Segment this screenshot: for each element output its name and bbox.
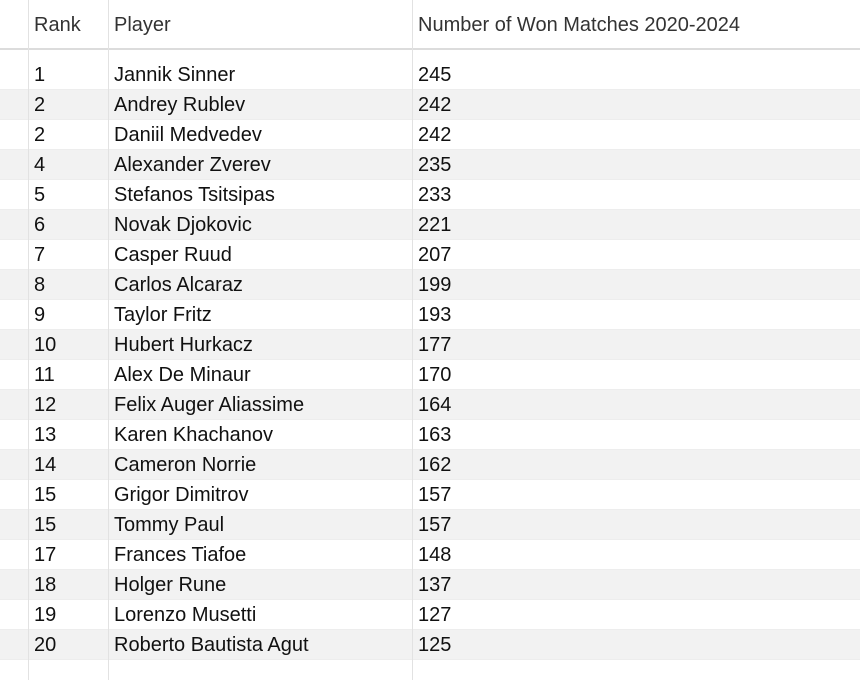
table-row[interactable]: 7 Casper Ruud 207 (0, 240, 860, 270)
table-header: Rank Player Number of Won Matches 2020-2… (0, 0, 860, 50)
rank-cell[interactable]: 4 (34, 154, 46, 176)
column-header-player[interactable]: Player (114, 14, 171, 36)
table-row[interactable]: 19 Lorenzo Musetti 127 (0, 600, 860, 630)
player-cell[interactable]: Karen Khachanov (114, 424, 274, 446)
rank-cell[interactable]: 6 (34, 214, 46, 236)
player-cell[interactable]: Holger Rune (114, 574, 227, 596)
table-row[interactable]: 15 Tommy Paul 157 (0, 510, 860, 540)
rank-cell[interactable]: 17 (34, 544, 57, 566)
player-cell[interactable]: Felix Auger Aliassime (114, 394, 305, 416)
won-matches-cell[interactable]: 162 (418, 454, 452, 476)
rank-cell[interactable]: 18 (34, 574, 57, 596)
won-matches-cell[interactable]: 235 (418, 154, 452, 176)
rank-cell[interactable]: 10 (34, 334, 57, 356)
rank-cell[interactable]: 9 (34, 304, 46, 326)
table-row[interactable]: 12 Felix Auger Aliassime 164 (0, 390, 860, 420)
won-matches-cell[interactable]: 127 (418, 604, 452, 626)
won-matches-cell[interactable]: 148 (418, 544, 452, 566)
table-row[interactable]: 17 Frances Tiafoe 148 (0, 540, 860, 570)
player-cell[interactable]: Frances Tiafoe (114, 544, 247, 566)
column-header-won-matches[interactable]: Number of Won Matches 2020-2024 (418, 14, 741, 36)
rank-cell[interactable]: 12 (34, 394, 57, 416)
table-row[interactable]: 20 Roberto Bautista Agut 125 (0, 630, 860, 660)
won-matches-cell[interactable]: 157 (418, 514, 452, 536)
won-matches-cell[interactable]: 221 (418, 214, 452, 236)
table-row[interactable]: 18 Holger Rune 137 (0, 570, 860, 600)
rank-cell[interactable]: 11 (34, 364, 55, 386)
table-row[interactable]: 9 Taylor Fritz 193 (0, 300, 860, 330)
won-matches-cell[interactable]: 207 (418, 244, 452, 266)
player-cell[interactable]: Tommy Paul (114, 514, 225, 536)
won-matches-cell[interactable]: 233 (418, 184, 452, 206)
player-cell[interactable]: Roberto Bautista Agut (114, 634, 309, 656)
empty-row[interactable] (0, 660, 860, 680)
player-cell[interactable]: Casper Ruud (114, 244, 232, 266)
won-matches-cell[interactable]: 125 (418, 634, 452, 656)
table-row[interactable]: 10 Hubert Hurkacz 177 (0, 330, 860, 360)
rank-cell[interactable]: 5 (34, 184, 46, 206)
table-row[interactable]: 1 Jannik Sinner 245 (0, 60, 860, 90)
won-matches-cell[interactable]: 242 (418, 94, 452, 116)
table-row[interactable]: 11 Alex De Minaur 170 (0, 360, 860, 390)
rank-cell[interactable]: 20 (34, 634, 57, 656)
won-matches-cell[interactable]: 177 (418, 334, 452, 356)
won-matches-cell[interactable]: 163 (418, 424, 452, 446)
column-header-rank[interactable]: Rank (34, 14, 81, 36)
rank-cell[interactable]: 1 (34, 64, 46, 86)
table-row[interactable]: 8 Carlos Alcaraz 199 (0, 270, 860, 300)
won-matches-cell[interactable]: 164 (418, 394, 452, 416)
player-cell[interactable]: Lorenzo Musetti (114, 604, 257, 626)
player-cell[interactable]: Daniil Medvedev (114, 124, 262, 146)
won-matches-cell[interactable]: 193 (418, 304, 452, 326)
rank-cell[interactable]: 15 (34, 514, 57, 536)
rank-cell[interactable]: 19 (34, 604, 57, 626)
table-row[interactable]: 4 Alexander Zverev 235 (0, 150, 860, 180)
table-row[interactable]: 2 Andrey Rublev 242 (0, 90, 860, 120)
table-row[interactable]: 15 Grigor Dimitrov 157 (0, 480, 860, 510)
rank-cell[interactable]: 7 (34, 244, 46, 266)
won-matches-cell[interactable]: 170 (418, 364, 452, 386)
table-row[interactable]: 5 Stefanos Tsitsipas 233 (0, 180, 860, 210)
table-row[interactable]: 6 Novak Djokovic 221 (0, 210, 860, 240)
won-matches-cell[interactable]: 157 (418, 484, 452, 506)
table-row[interactable]: 13 Karen Khachanov 163 (0, 420, 860, 450)
won-matches-cell[interactable]: 242 (418, 124, 452, 146)
rank-cell[interactable]: 13 (34, 424, 57, 446)
player-cell[interactable]: Stefanos Tsitsipas (114, 184, 275, 206)
table-row[interactable]: 14 Cameron Norrie 162 (0, 450, 860, 480)
table-row[interactable]: 2 Daniil Medvedev 242 (0, 120, 860, 150)
player-cell[interactable]: Alex De Minaur (114, 364, 251, 386)
won-matches-cell[interactable]: 245 (418, 64, 452, 86)
player-cell[interactable]: Taylor Fritz (114, 304, 212, 326)
rank-cell[interactable]: 8 (34, 274, 46, 296)
rank-cell[interactable]: 15 (34, 484, 57, 506)
rank-cell[interactable]: 2 (34, 94, 46, 116)
player-cell[interactable]: Jannik Sinner (114, 64, 236, 86)
player-cell[interactable]: Alexander Zverev (114, 154, 271, 176)
won-matches-cell[interactable]: 137 (418, 574, 452, 596)
won-matches-cell[interactable]: 199 (418, 274, 452, 296)
player-cell[interactable]: Carlos Alcaraz (114, 274, 243, 296)
player-cell[interactable]: Grigor Dimitrov (114, 484, 249, 506)
player-cell[interactable]: Novak Djokovic (114, 214, 252, 236)
player-cell[interactable]: Andrey Rublev (114, 94, 246, 116)
rank-cell[interactable]: 2 (34, 124, 46, 146)
rank-cell[interactable]: 14 (34, 454, 57, 476)
player-cell[interactable]: Hubert Hurkacz (114, 334, 253, 356)
player-cell[interactable]: Cameron Norrie (114, 454, 257, 476)
